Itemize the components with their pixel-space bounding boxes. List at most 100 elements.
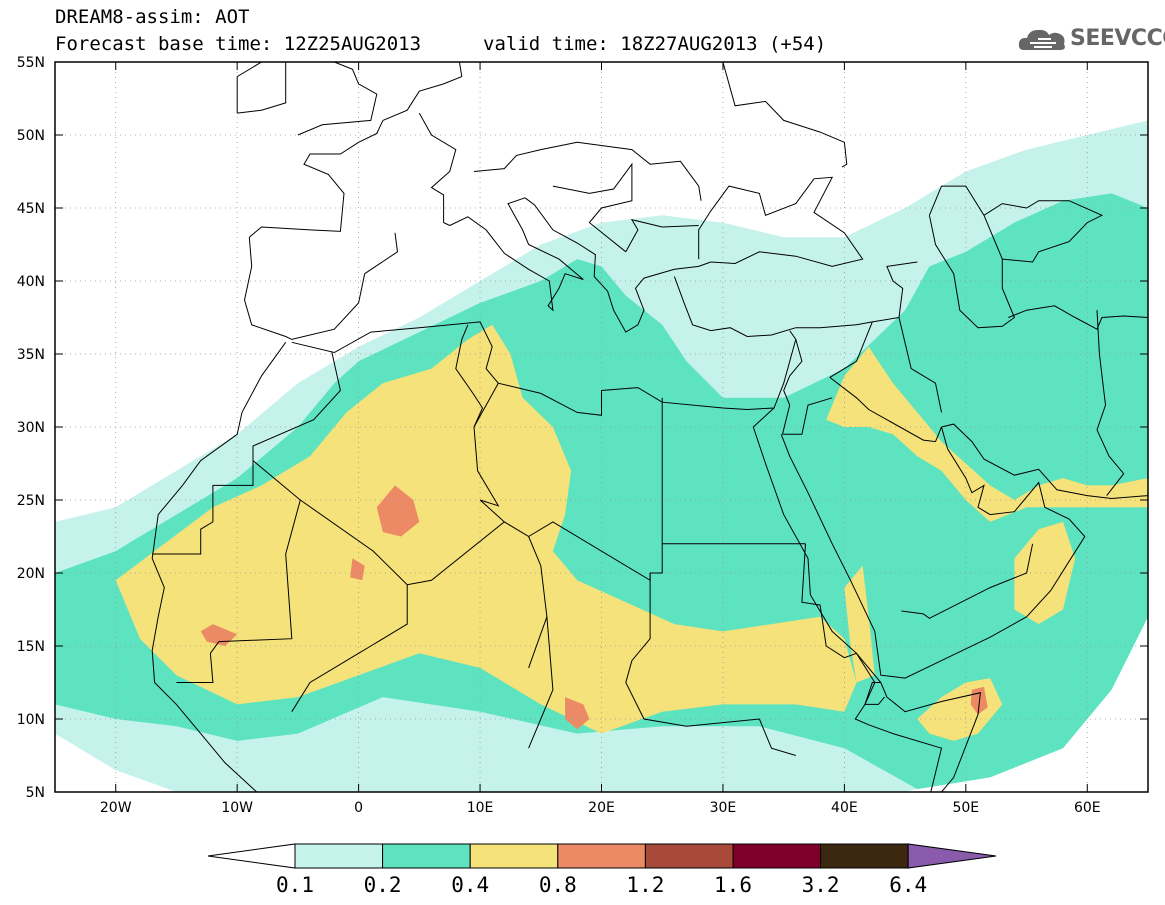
- lat-tick-label: 50N: [17, 128, 45, 144]
- lat-tick-label: 35N: [17, 347, 45, 363]
- coastline-segment: [901, 543, 1034, 619]
- aot-contour-fills: [55, 120, 1148, 792]
- colorbar-swatch: [820, 843, 909, 869]
- aot-fill-0.4-0.8-1: [826, 346, 1148, 522]
- colorbar-label: 0.2: [364, 873, 402, 897]
- forecast-time-line: Forecast base time: 12Z25AUG2013 valid ti…: [55, 33, 826, 55]
- valid-time: valid time: 18Z27AUG2013 (+54): [483, 33, 827, 55]
- coastline-segment: [243, 232, 399, 340]
- lon-tick-label: 40E: [831, 800, 858, 816]
- coastline-segment: [928, 185, 1016, 329]
- lat-tick-label: 10N: [17, 712, 45, 728]
- map-title: DREAM8-assim: AOT: [55, 6, 250, 28]
- lon-tick-label: 10W: [221, 800, 253, 816]
- forecast-base-time: Forecast base time: 12Z25AUG2013: [55, 33, 422, 55]
- longitude-axis: 20W 10W 0 10E 20E 30E 40E 50E 60E: [100, 62, 1101, 816]
- coastline-segment: [297, 62, 378, 136]
- coastline-segment: [473, 426, 505, 523]
- coastline-segment: [176, 641, 220, 683]
- colorbar-label: 0.8: [539, 873, 577, 897]
- aot-fill-0.8-1.2-0: [376, 485, 420, 537]
- colorbar-swatch: [644, 843, 734, 869]
- coastline-segment: [983, 200, 1104, 263]
- lat-tick-label: 40N: [17, 274, 45, 290]
- aot-fill-0.4-0.8-2: [1014, 521, 1076, 625]
- coastline-segment: [1096, 310, 1125, 496]
- aot-fill-0.4-0.8-0: [115, 324, 857, 734]
- coastline-segment: [455, 324, 484, 428]
- coastline-segment: [801, 543, 943, 792]
- coastline-segment: [752, 407, 981, 792]
- colorbar-label: 1.6: [714, 873, 752, 897]
- coastline-segment: [248, 120, 384, 238]
- coastline-segment: [782, 397, 833, 435]
- lon-tick-label: 50E: [952, 800, 979, 816]
- coastline-segment: [236, 62, 287, 114]
- coastline-segment: [382, 62, 463, 121]
- aot-fill-0.4-0.8-4: [844, 565, 875, 683]
- coastline-segment: [782, 339, 803, 435]
- lat-tick-label: 25N: [17, 493, 45, 509]
- coastline-segment: [829, 321, 873, 378]
- coastline-segment: [418, 112, 457, 226]
- coastline-segment: [829, 377, 942, 443]
- colorbar-label: 3.2: [802, 873, 840, 897]
- coastline-segment: [1008, 305, 1148, 330]
- coastline-segment: [151, 558, 258, 792]
- lon-tick-label: 10E: [467, 800, 494, 816]
- lat-tick-label: 30N: [17, 420, 45, 436]
- aot-fill-0.8-1.2-1: [200, 624, 238, 646]
- coastline-segment: [625, 573, 796, 756]
- coastline-segment: [698, 176, 864, 267]
- cloud-logo-icon: [1018, 29, 1065, 50]
- colorbar-label: 0.1: [276, 873, 314, 897]
- colorbar-swatch: [469, 843, 559, 869]
- aot-colorbar: 0.1 0.2 0.4 0.8 1.2 1.6 3.2 6.4: [207, 843, 997, 897]
- coastline-segment: [673, 276, 796, 338]
- coastline-segment: [473, 141, 702, 201]
- colorbar-swatch: [382, 843, 471, 869]
- lat-tick-label: 20N: [17, 566, 45, 582]
- lon-tick-label: 30E: [710, 800, 737, 816]
- lat-tick-label: 55N: [17, 55, 45, 71]
- colorbar-swatch: [732, 843, 822, 869]
- colorbar-swatch: [294, 843, 384, 869]
- coastline-segment: [780, 426, 1086, 679]
- coastline-segment: [722, 62, 848, 168]
- latitude-axis: 55N 50N 45N 40N 35N 30N 25N 20N 15N 10N 5N: [17, 55, 1148, 801]
- coastline-segment: [291, 321, 797, 416]
- coastlines: [151, 62, 1148, 792]
- coastline-segment: [152, 460, 254, 555]
- colorbar-swatch: [557, 843, 646, 869]
- aot-fill-0.8-1.2-2: [350, 558, 365, 581]
- colorbar-under-triangle: [207, 843, 296, 869]
- lat-tick-label: 5N: [26, 785, 45, 801]
- lat-tick-label: 15N: [17, 639, 45, 655]
- coastline-segment: [291, 584, 408, 712]
- colorbar-label: 1.2: [626, 873, 664, 897]
- lat-tick-label: 45N: [17, 201, 45, 217]
- coastline-segment: [473, 382, 499, 428]
- coastline-segment: [528, 616, 554, 749]
- coastline-segment: [252, 352, 341, 461]
- lon-tick-label: 0: [354, 800, 363, 816]
- coastline-segment: [898, 317, 942, 413]
- coastline-segment: [552, 162, 633, 253]
- coastline-segment: [625, 218, 699, 253]
- logo-text: SEEVCCC: [1070, 26, 1165, 51]
- coastline-segment: [449, 197, 584, 312]
- lon-tick-label: 60E: [1074, 800, 1101, 816]
- coastline-segment: [941, 423, 1148, 500]
- lon-tick-label: 20W: [100, 800, 132, 816]
- coastline-segment: [218, 460, 301, 643]
- map-gridlines: [55, 62, 1148, 792]
- coastline-segment: [524, 197, 711, 333]
- lon-tick-label: 20E: [588, 800, 615, 816]
- colorbar-over-triangle: [907, 843, 997, 869]
- coastline-segment: [151, 342, 287, 559]
- seevccc-logo: SEEVCCC: [1018, 24, 1165, 54]
- colorbar-label: 6.4: [889, 873, 927, 897]
- aot-fill-0.8-1.2-3: [565, 697, 590, 730]
- colorbar-label: 0.4: [451, 873, 489, 897]
